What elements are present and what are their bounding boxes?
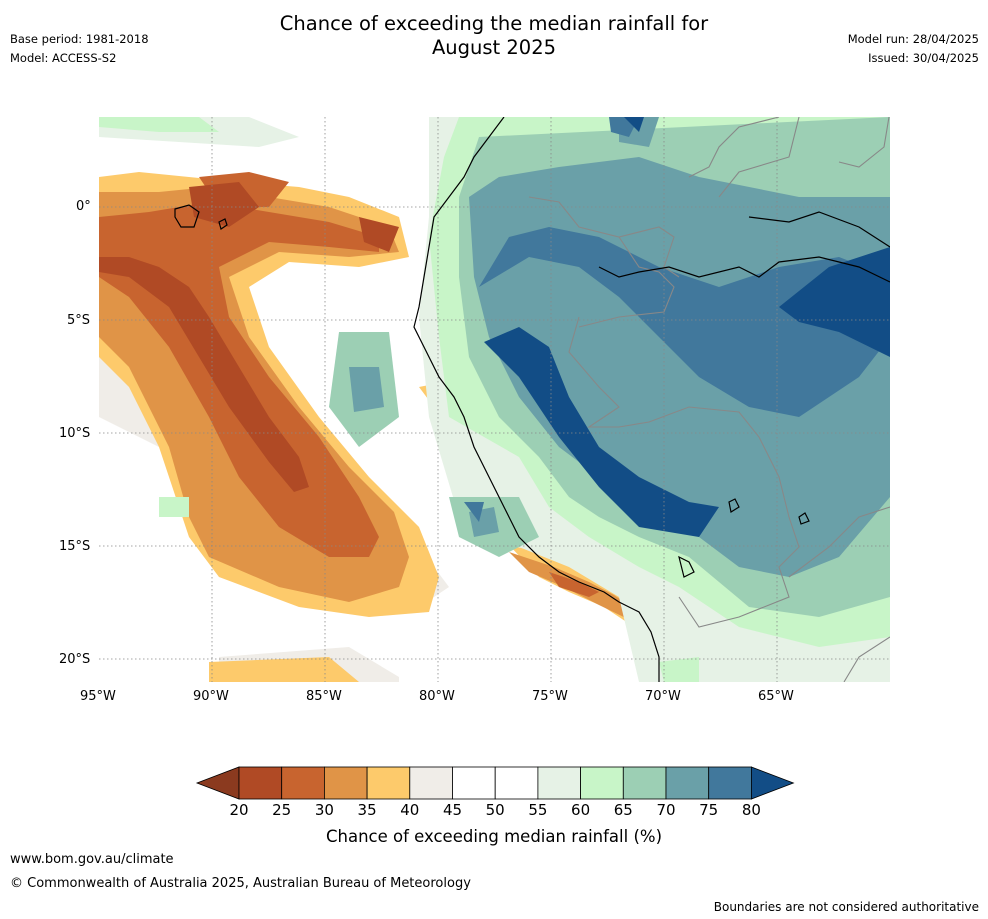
issued-text: Issued: 30/04/2025 [868, 51, 979, 65]
lon-label-80w: 80°W [419, 689, 455, 704]
colorbar-tick-label: 50 [485, 801, 505, 819]
colorbar-tick-label: 70 [656, 801, 676, 819]
lat-label-20s: 20°S [59, 652, 91, 667]
lon-label-95w: 95°W [80, 689, 116, 704]
lon-label-85w: 85°W [306, 689, 342, 704]
colorbar-tick-label: 35 [357, 801, 377, 819]
colorbar-cell [323, 766, 368, 800]
country-borders [528, 116, 891, 683]
lat-label-0: 0° [76, 199, 91, 214]
colorbar-tick-label: 45 [442, 801, 463, 819]
page-title: Chance of exceeding the median rainfall … [0, 12, 988, 60]
lon-label-75w: 75°W [532, 689, 568, 704]
colorbar-cell [537, 766, 581, 800]
map-svg [99, 116, 891, 683]
title-line-2: August 2025 [431, 36, 557, 59]
model-text: Model: ACCESS-S2 [10, 51, 117, 65]
colorbar-cell [281, 766, 325, 800]
colorbar-tick-label: 30 [314, 801, 334, 819]
colorbar-tick-label: 55 [528, 801, 548, 819]
copyright-text: © Commonwealth of Australia 2025, Austra… [10, 876, 471, 891]
lon-label-70w: 70°W [645, 689, 681, 704]
colorbar-cell [622, 766, 667, 800]
colorbar-tick-label: 25 [272, 801, 292, 819]
wet-zone-80-plus [484, 117, 890, 537]
model-run-text: Model run: 28/04/2025 [847, 32, 979, 46]
colorbar-cell [366, 766, 411, 800]
colorbar-tick-label: 80 [741, 801, 761, 819]
title-line-1: Chance of exceeding the median rainfall … [279, 12, 709, 35]
lon-label-90w: 90°W [193, 689, 229, 704]
colorbar-cell [494, 766, 539, 800]
colorbar-cell [409, 766, 453, 800]
colorbar-cell [580, 766, 624, 800]
colorbar-cell [665, 766, 710, 800]
lat-label-10s: 10°S [59, 426, 91, 441]
colorbar-label: Chance of exceeding median rainfall (%) [325, 827, 663, 846]
coastline [174, 116, 891, 682]
rainfall-map [99, 116, 891, 683]
colorbar-tick-label: 20 [229, 801, 249, 819]
colorbar-tick-label: 40 [400, 801, 420, 819]
colorbar-tick-label: 75 [699, 801, 719, 819]
lon-label-65w: 65°W [758, 689, 794, 704]
base-period-text: Base period: 1981-2018 [10, 32, 149, 46]
colorbar-tick-label: 65 [613, 801, 633, 819]
lat-label-5s: 5°S [67, 313, 91, 328]
colorbar-tick-label: 60 [571, 801, 591, 819]
colorbar-cell [708, 766, 752, 800]
disclaimer-text: Boundaries are not considered authoritat… [713, 900, 979, 914]
colorbar-extend-low [195, 766, 240, 800]
lat-label-15s: 15°S [59, 539, 91, 554]
colorbar [195, 766, 795, 800]
colorbar-cell [452, 766, 496, 800]
source-url: www.bom.gov.au/climate [10, 852, 174, 867]
colorbar-extend-high [751, 766, 795, 800]
colorbar-cell [238, 766, 283, 800]
